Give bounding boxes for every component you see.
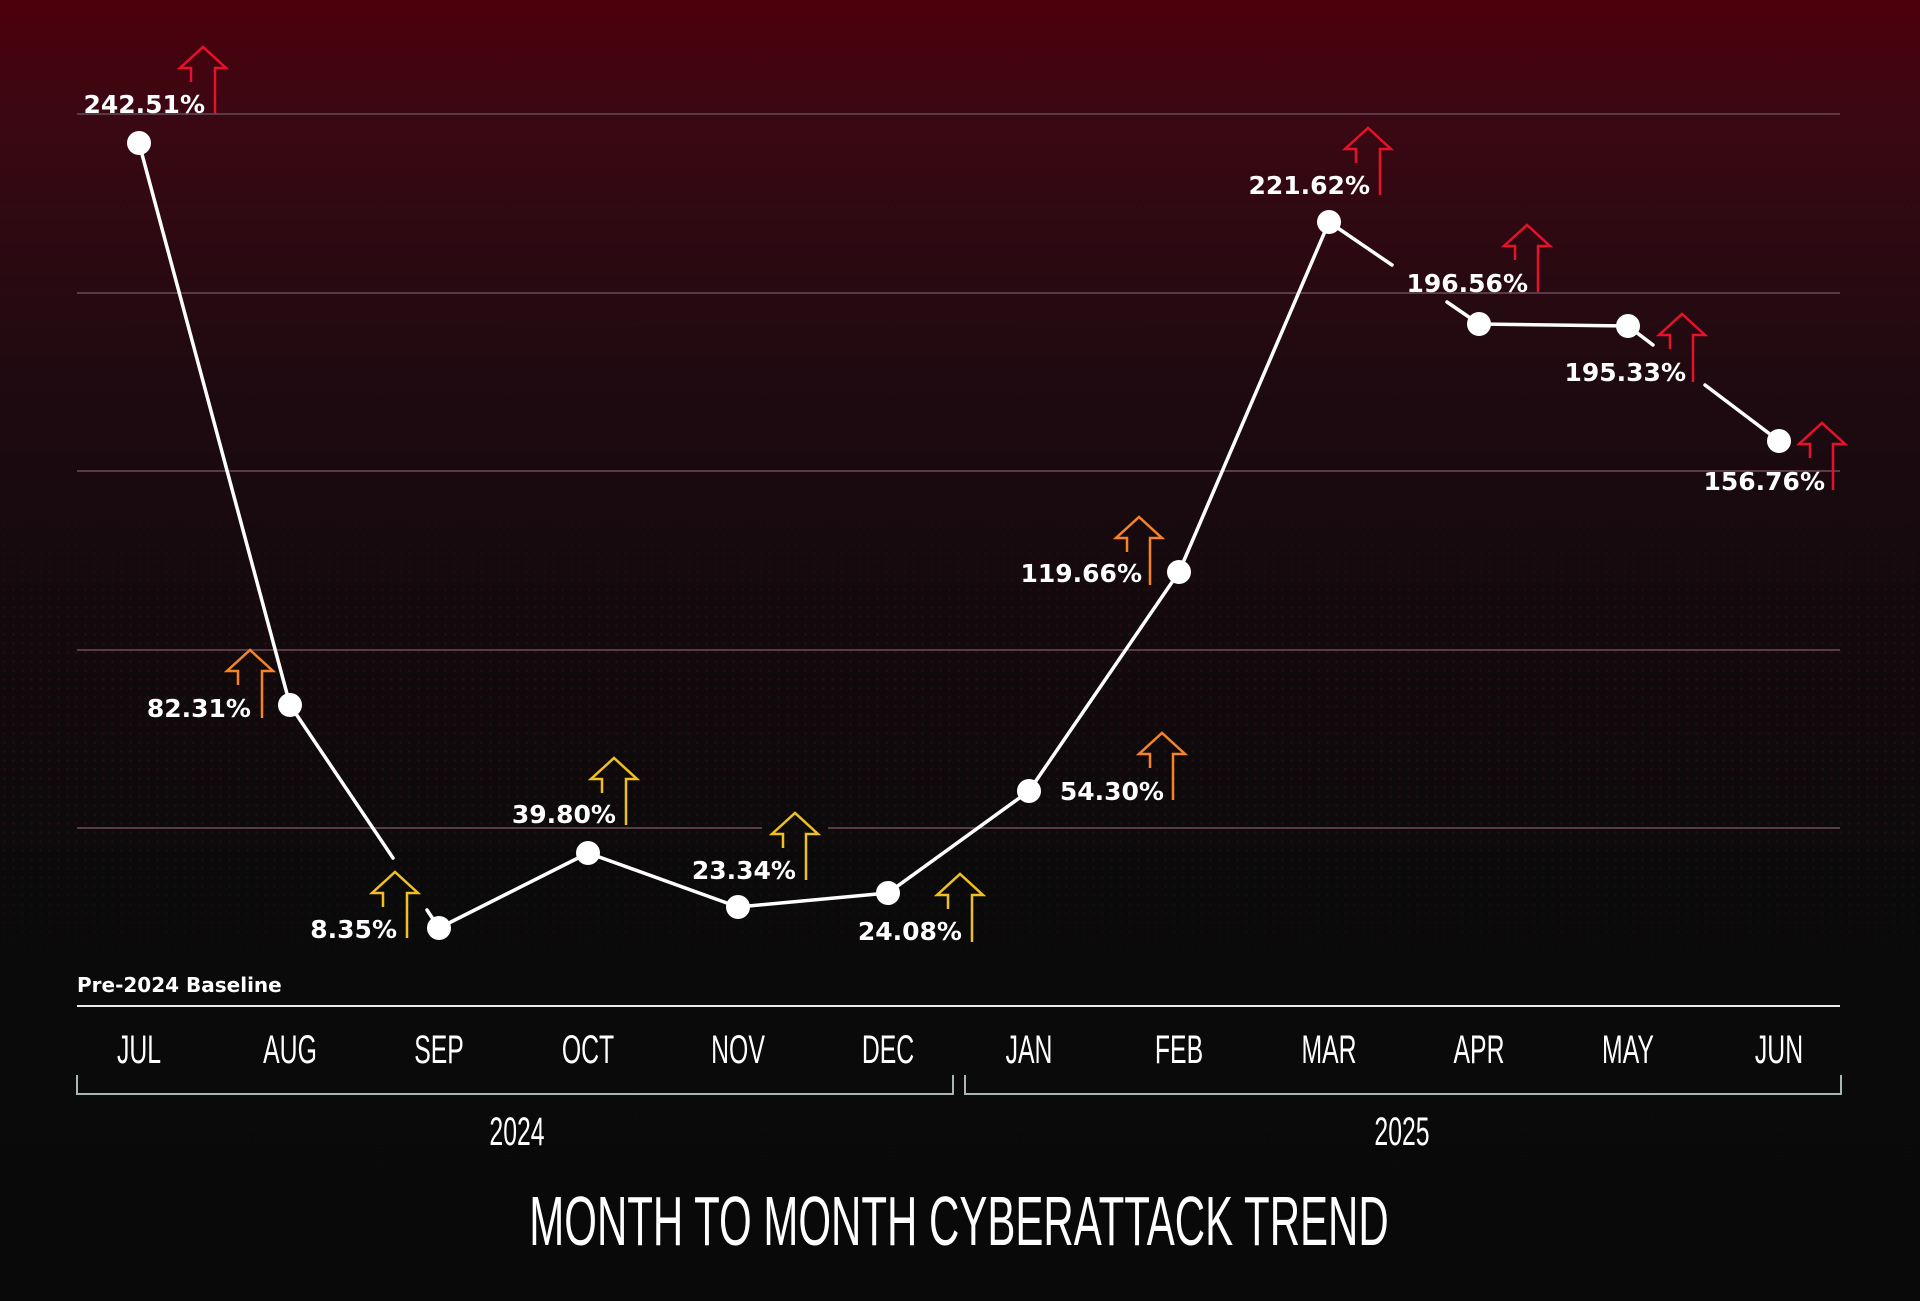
bracket-2024 <box>76 1075 954 1095</box>
value-label-oct: 39.80% <box>512 800 616 829</box>
baseline-label: Pre-2024 Baseline <box>77 973 282 997</box>
segment-apr-may <box>1477 322 1630 328</box>
data-point-apr[interactable] <box>1467 312 1491 336</box>
value-labels: 242.51% 82.31% 8.35% 39.80% 23.34% 24.08… <box>83 90 1825 946</box>
segment-feb-mar <box>1177 220 1331 574</box>
month-label-apr: APR <box>1454 1028 1505 1072</box>
month-label-jul: JUL <box>117 1028 161 1072</box>
up-arrow-icon <box>176 45 230 114</box>
up-arrow-icon <box>933 872 987 942</box>
x-axis-labels: JUL AUG SEP OCT NOV DEC JAN FEB MAR APR … <box>117 1028 1803 1072</box>
month-label-mar: MAR <box>1301 1028 1356 1072</box>
data-point-mar[interactable] <box>1317 210 1341 234</box>
value-label-apr: 196.56% <box>1406 269 1528 298</box>
value-label-may: 195.33% <box>1564 358 1686 387</box>
value-label-jul: 242.51% <box>83 90 205 119</box>
up-arrow-icon <box>223 648 277 718</box>
up-arrow-icon <box>368 870 422 938</box>
month-label-oct: OCT <box>562 1028 614 1072</box>
month-label-jan: JAN <box>1006 1028 1053 1072</box>
value-label-jun: 156.76% <box>1703 467 1825 496</box>
data-point-jun[interactable] <box>1767 429 1791 453</box>
segment-nov-dec <box>736 891 890 909</box>
data-point-feb[interactable] <box>1167 560 1191 584</box>
up-arrow-icon <box>1112 515 1166 585</box>
month-label-sep: SEP <box>414 1028 464 1072</box>
year-brackets <box>76 1075 1842 1095</box>
month-label-nov: NOV <box>711 1028 765 1072</box>
data-point-oct[interactable] <box>576 841 600 865</box>
value-label-sep: 8.35% <box>310 915 397 944</box>
value-label-feb: 119.66% <box>1020 559 1142 588</box>
trend-line <box>137 141 1781 930</box>
value-label-aug: 82.31% <box>147 694 251 723</box>
value-label-jan: 54.30% <box>1060 777 1164 806</box>
up-arrow-icon <box>1341 126 1395 195</box>
month-label-jun: JUN <box>1755 1028 1803 1072</box>
up-arrow-icon <box>1655 312 1709 382</box>
segment-sep-oct <box>437 851 590 930</box>
segment-aug-sep <box>288 703 395 860</box>
value-label-dec: 24.08% <box>858 917 962 946</box>
month-label-dec: DEC <box>862 1028 914 1072</box>
data-point-sep[interactable] <box>427 916 451 940</box>
data-points <box>127 131 1791 940</box>
data-point-jan[interactable] <box>1017 779 1041 803</box>
segment-mar-apr <box>1327 220 1394 267</box>
up-arrow-icon <box>587 756 641 825</box>
up-arrow-icon <box>1135 731 1189 800</box>
segment-dec-jan <box>886 789 1031 895</box>
bracket-2025 <box>964 1075 1842 1095</box>
segment-jan-feb <box>1027 570 1181 793</box>
chart-title: MONTH TO MONTH CYBERATTACK TREND <box>529 1183 1388 1261</box>
data-point-jul[interactable] <box>127 131 151 155</box>
gridlines <box>77 113 1840 829</box>
month-label-aug: AUG <box>263 1028 317 1072</box>
up-arrow-icon <box>1795 421 1849 490</box>
year-label-2024: 2024 <box>489 1110 544 1154</box>
month-label-feb: FEB <box>1155 1028 1203 1072</box>
month-label-may: MAY <box>1602 1028 1654 1072</box>
value-label-nov: 23.34% <box>692 856 796 885</box>
data-point-dec[interactable] <box>876 881 900 905</box>
data-point-nov[interactable] <box>726 895 750 919</box>
segment-jul-aug <box>137 141 292 707</box>
value-label-mar: 221.62% <box>1248 171 1370 200</box>
up-arrow-icon <box>768 811 822 880</box>
segment-oct-nov <box>586 851 740 909</box>
data-point-may[interactable] <box>1616 314 1640 338</box>
segment-may-jun-end <box>1703 383 1781 443</box>
data-point-aug[interactable] <box>278 693 302 717</box>
year-label-2025: 2025 <box>1374 1110 1429 1154</box>
up-arrow-icon <box>1500 223 1554 292</box>
up-arrows <box>176 45 1849 942</box>
